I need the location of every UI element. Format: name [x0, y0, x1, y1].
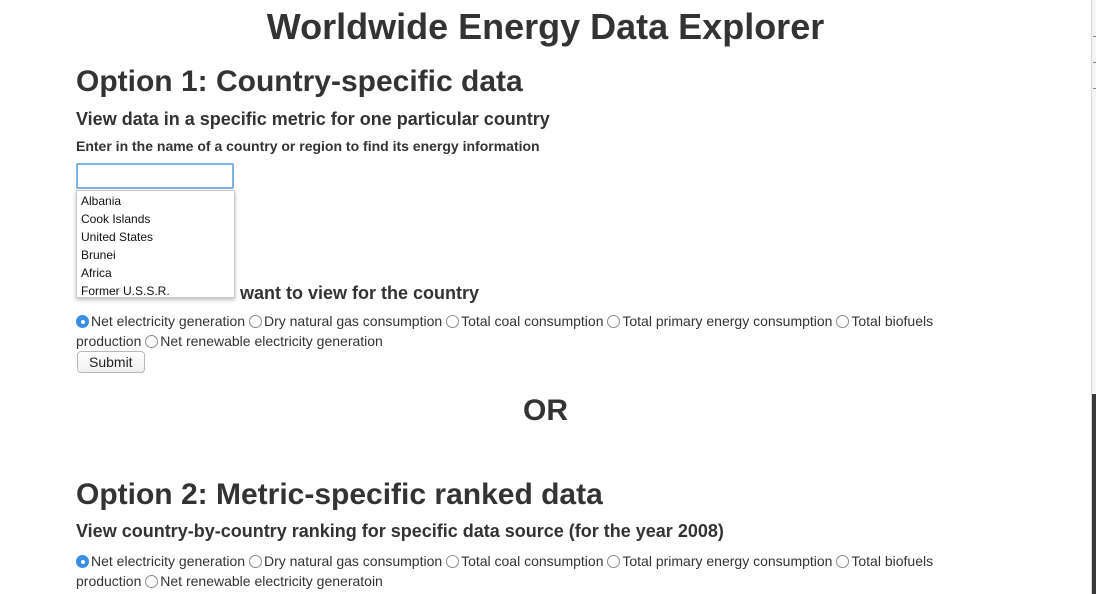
country-search-input[interactable]	[76, 163, 234, 189]
option2-metric-1[interactable]: Dry natural gas consumption	[248, 553, 443, 569]
option1-metric-0[interactable]: Net electricity generation	[76, 313, 245, 329]
option2-metric-4[interactable]: Total biofuels production	[76, 553, 933, 589]
option2-metric-2[interactable]: Total coal consumption	[446, 553, 603, 569]
option1-metric-group: Net electricity generation Dry natural g…	[76, 311, 976, 351]
radio-label: Total biofuels production	[76, 313, 934, 349]
option1-metric-4[interactable]: Total biofuels production	[76, 313, 933, 349]
radio-label: Net renewable electricity generatoin	[160, 573, 383, 589]
option2-metric-0[interactable]: Net electricity generation	[76, 553, 245, 569]
radio-label: Total primary energy consumption	[622, 313, 833, 329]
radio-label: Net electricity generation	[91, 553, 246, 569]
radio-button[interactable]	[248, 315, 262, 328]
radio-button[interactable]	[607, 315, 621, 328]
radio-label: Net renewable electricity generation	[160, 333, 383, 349]
option1-metric-2[interactable]: Total coal consumption	[446, 313, 603, 329]
option1-heading: Option 1: Country-specific data	[76, 65, 523, 98]
radio-button[interactable]	[145, 575, 159, 588]
radio-label: Total coal consumption	[461, 313, 604, 329]
autocomplete-option[interactable]: Former U.S.S.R.	[81, 284, 170, 298]
radio-button[interactable]	[446, 555, 460, 568]
page-title: Worldwide Energy Data Explorer	[266, 6, 825, 47]
radio-button[interactable]	[446, 315, 460, 328]
option2-metric-group: Net electricity generation Dry natural g…	[76, 551, 976, 591]
radio-button[interactable]	[607, 555, 621, 568]
radio-label: Total primary energy consumption	[622, 553, 833, 569]
radio-label: Dry natural gas consumption	[263, 553, 443, 569]
autocomplete-dropdown[interactable]: Albania Cook Islands United States Brune…	[76, 190, 235, 298]
submit-button[interactable]: Submit	[77, 351, 145, 373]
option1-metric-3[interactable]: Total primary energy consumption	[607, 313, 832, 329]
radio-label: Dry natural gas consumption	[263, 313, 443, 329]
option2-heading: Option 2: Metric-specific ranked data	[76, 478, 603, 511]
autocomplete-option[interactable]: Cook Islands	[81, 212, 151, 226]
option2-metric-3[interactable]: Total primary energy consumption	[607, 553, 832, 569]
radio-button[interactable]	[836, 555, 850, 568]
option1-metric-heading: want to view for the country	[240, 283, 480, 303]
autocomplete-option[interactable]: Africa	[81, 266, 112, 280]
autocomplete-option[interactable]: United States	[81, 230, 154, 244]
option2-subheading: View country-by-country ranking for spec…	[76, 521, 724, 541]
radio-label: Total biofuels production	[76, 553, 934, 589]
country-input-label: Enter in the name of a country or region…	[76, 138, 540, 154]
radio-button[interactable]	[76, 315, 89, 328]
autocomplete-option[interactable]: Albania	[81, 194, 122, 208]
radio-button[interactable]	[76, 555, 89, 568]
option1-metric-5[interactable]: Net renewable electricity generation	[145, 333, 383, 349]
or-divider: OR	[523, 394, 568, 427]
option1-metric-1[interactable]: Dry natural gas consumption	[248, 313, 443, 329]
option1-subheading: View data in a specific metric for one p…	[76, 109, 550, 129]
radio-button[interactable]	[145, 335, 159, 348]
radio-button[interactable]	[248, 555, 262, 568]
autocomplete-option[interactable]: Brunei	[81, 248, 116, 262]
scrollbar-thumb[interactable]	[1092, 394, 1096, 594]
option2-metric-5[interactable]: Net renewable electricity generatoin	[145, 573, 383, 589]
window-edge	[1091, 0, 1096, 594]
radio-label: Total coal consumption	[461, 553, 604, 569]
radio-label: Net electricity generation	[91, 313, 246, 329]
radio-button[interactable]	[836, 315, 850, 328]
